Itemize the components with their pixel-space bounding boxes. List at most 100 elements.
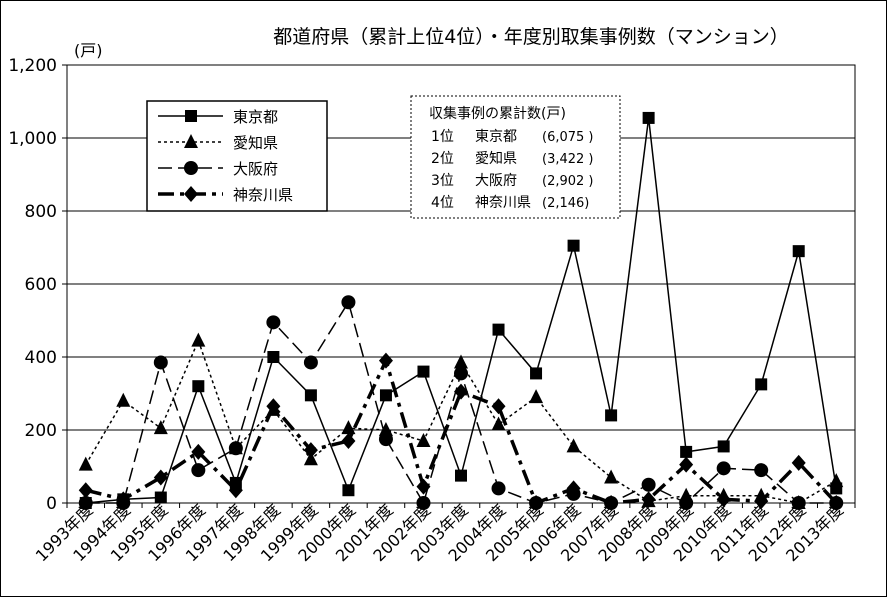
data-point-circle (153, 355, 168, 370)
data-point-triangle (454, 354, 468, 369)
data-point-triangle (116, 392, 131, 407)
annotation-rank: 2位 (431, 151, 454, 167)
data-point-triangle (341, 420, 356, 435)
series-line (85, 355, 838, 506)
data-point-circle (191, 463, 206, 478)
data-point-circle (679, 496, 694, 510)
series-4 (78, 352, 844, 511)
y-axis-unit-label: (戸) (74, 41, 103, 60)
legend-item: 神奈川県 (158, 186, 293, 204)
data-point-circle (378, 432, 393, 447)
data-point-diamond (266, 398, 281, 415)
data-point-diamond (191, 443, 206, 460)
data-point-square (567, 239, 580, 252)
data-point-circle (341, 295, 356, 310)
legend-marker (184, 186, 198, 202)
data-point-diamond (716, 491, 731, 508)
data-point-square (417, 365, 430, 378)
data-point-triangle (491, 416, 506, 431)
data-point-circle (491, 481, 506, 496)
legend-box (146, 100, 328, 212)
data-point-circle (416, 496, 431, 510)
y-tick-label: 600 (25, 275, 57, 295)
data-point-diamond (791, 454, 806, 471)
y-tick-label: 1,000 (8, 129, 57, 149)
legend-label: 神奈川県 (233, 186, 293, 204)
annotation-value: (3,422 ) (542, 152, 594, 167)
data-point-diamond (116, 491, 131, 508)
data-point-triangle (303, 451, 318, 466)
data-point-diamond (604, 495, 619, 511)
annotation-value: (2,146) (542, 196, 589, 211)
data-point-square (455, 469, 467, 482)
data-point-triangle (829, 473, 844, 488)
x-axis-ticks: 1993年度1994年度1995年度1996年度1997年度1998年度1999… (32, 500, 856, 565)
data-point-triangle (378, 422, 393, 436)
data-point-triangle (191, 332, 206, 347)
data-point-diamond (341, 432, 356, 449)
data-point-circle (754, 463, 769, 478)
annotation-value: (2,902 ) (542, 174, 594, 189)
cumulative-annotation: 収集事例の累計数(戸) 1位 東京都 (6,075 ) 2位 愛知県 (3,422 ) 3位… (410, 95, 621, 219)
legend-marker (185, 110, 197, 122)
data-point-diamond (641, 491, 656, 508)
data-point-triangle (153, 420, 168, 435)
annotation-title: 収集事例の累計数(戸) (429, 105, 566, 122)
data-point-diamond (78, 482, 93, 499)
data-point-square (605, 409, 618, 422)
legend-item: 愛知県 (158, 134, 278, 152)
data-point-circle (266, 315, 281, 330)
data-point-diamond (454, 383, 468, 400)
annotation-rank: 1位 (431, 129, 454, 145)
legend-marker (184, 134, 198, 148)
data-point-triangle (416, 432, 431, 447)
data-point-circle (228, 441, 243, 456)
y-tick-label: 800 (25, 202, 57, 222)
data-point-square (680, 445, 693, 458)
y-tick-label: 0 (46, 494, 57, 514)
data-point-diamond (303, 442, 318, 459)
data-point-diamond (679, 456, 694, 473)
data-point-circle (791, 496, 806, 510)
legend-item: 東京都 (158, 108, 278, 126)
data-point-diamond (153, 469, 168, 486)
data-point-square (530, 367, 543, 380)
data-point-square (755, 378, 768, 391)
data-point-square (154, 491, 167, 504)
legend-label: 大阪府 (233, 160, 278, 178)
annotation-name: 神奈川県 (475, 195, 531, 211)
series-3 (78, 295, 844, 510)
y-tick-label: 200 (25, 421, 57, 441)
data-point-triangle (566, 438, 581, 453)
data-point-triangle (529, 389, 544, 404)
data-point-triangle (78, 456, 93, 471)
data-point-diamond (754, 493, 769, 510)
data-point-diamond (416, 478, 431, 495)
data-point-square (267, 351, 280, 363)
annotation-value: (6,075 ) (542, 130, 594, 145)
data-point-triangle (604, 469, 619, 484)
data-point-circle (303, 355, 318, 370)
legend-item: 大阪府 (158, 160, 278, 178)
data-point-diamond (566, 480, 581, 497)
y-axis-ticks: 0 200 400 600 800 1,000 1,200 (8, 56, 67, 514)
data-point-square (192, 380, 205, 393)
data-point-square (379, 389, 392, 402)
y-tick-label: 1,200 (8, 56, 57, 76)
series-group (78, 111, 844, 511)
legend-label: 東京都 (233, 108, 278, 126)
data-point-diamond (378, 352, 393, 369)
data-point-square (792, 245, 805, 258)
data-point-square (717, 440, 730, 453)
y-tick-label: 400 (25, 348, 57, 368)
data-point-diamond (228, 482, 243, 499)
data-point-circle (454, 366, 468, 381)
data-point-diamond (529, 495, 544, 511)
annotation-rank: 3位 (431, 173, 454, 189)
data-point-circle (78, 496, 93, 510)
data-point-circle (716, 461, 731, 476)
legend-marker (184, 161, 198, 175)
